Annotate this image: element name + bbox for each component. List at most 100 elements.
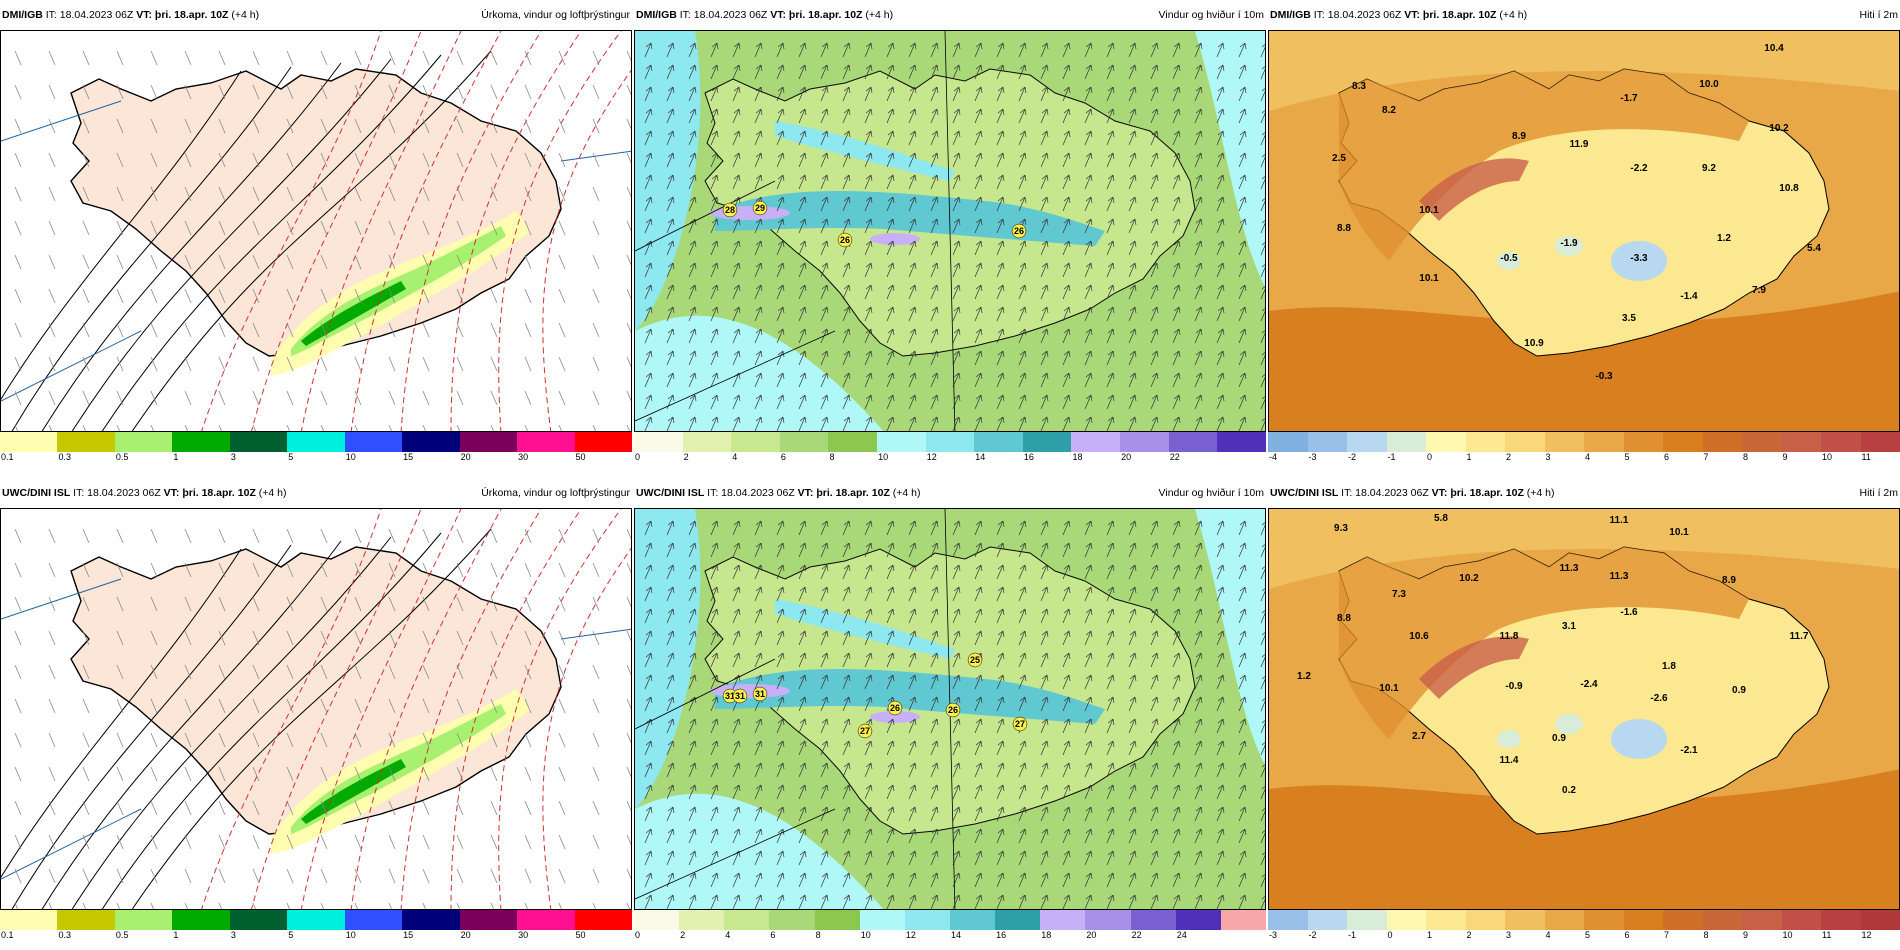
colorbar-swatch (949, 910, 996, 930)
wind-arrow (798, 108, 807, 124)
wind-barb (48, 254, 56, 270)
wind-arrow (1260, 676, 1265, 690)
wind-arrow (1238, 894, 1247, 909)
graticule (560, 628, 631, 640)
wind-arrow (1238, 152, 1247, 168)
wind-arrow (1238, 416, 1247, 431)
wind-arrow (1216, 784, 1225, 800)
wind-barb (184, 288, 192, 304)
wind-arrow (974, 284, 983, 300)
wind-arrow (1040, 262, 1049, 278)
wind-arrow (1040, 416, 1049, 431)
wind-arrow (974, 718, 983, 734)
wind-arrow (776, 740, 785, 756)
colorbar-swatch (574, 910, 632, 930)
wind-barb (48, 118, 56, 134)
temperature-value: 11.3 (1610, 571, 1629, 582)
wind-arrow (864, 564, 873, 580)
graticule (560, 150, 631, 162)
wind-arrow (1238, 652, 1247, 668)
wind-barb (286, 834, 294, 850)
wind-barb (558, 84, 566, 100)
wind-arrow (1150, 608, 1159, 624)
wind-barb (48, 84, 56, 100)
wind-arrow (1018, 696, 1027, 712)
wind-barb (320, 800, 328, 816)
wind-barb (184, 868, 192, 884)
colorbar-swatch (344, 910, 403, 930)
wind-barb (490, 630, 498, 646)
wind-arrow (798, 350, 807, 366)
wind-arrow (1172, 64, 1181, 80)
wind-barb (422, 118, 430, 134)
wind-barb (252, 868, 260, 884)
wind-arrow (1128, 196, 1137, 212)
wind-arrow (1216, 196, 1225, 212)
wind-arrow (1040, 608, 1049, 624)
wind-arrow (1062, 328, 1071, 344)
temperature-value: 10.1 (1419, 205, 1439, 216)
wind-barb (82, 630, 90, 646)
wind-arrow (1216, 630, 1225, 646)
colorbar-swatch (1307, 432, 1347, 452)
wind-arrow (776, 328, 785, 344)
wind-barb (320, 288, 328, 304)
colorbar-tick-label: 14 (951, 930, 962, 940)
wind-barb (82, 766, 90, 782)
wind-barb (116, 766, 124, 782)
wind-barb (320, 732, 328, 748)
wind-arrow (644, 350, 653, 366)
temperature-value: 7.9 (1752, 285, 1766, 296)
wind-arrow (1260, 88, 1265, 102)
wind-arrow (842, 86, 851, 102)
wind-barb (218, 698, 226, 714)
wind-arrow (1172, 262, 1181, 278)
wind-arrow (644, 86, 653, 102)
colorbar-tick-label: 3 (230, 930, 236, 940)
wind-arrow (1172, 542, 1181, 558)
wind-arrow (864, 284, 873, 300)
wind-arrow (732, 416, 741, 431)
wind-arrow (996, 740, 1005, 756)
wind-barb (320, 664, 328, 680)
wind-barb (14, 664, 22, 680)
colorbar-tick-label: 0 (635, 930, 641, 940)
wind-arrow (930, 174, 939, 190)
wind-arrow (1216, 42, 1225, 58)
temperature-value: -2.2 (1630, 163, 1648, 174)
wind-arrow (996, 86, 1005, 102)
wind-barb (218, 356, 226, 372)
wind-arrow (798, 240, 807, 256)
glacier-cold (1555, 714, 1583, 734)
wind-arrow (1040, 86, 1049, 102)
wind-barb (558, 800, 566, 816)
wind-arrow (644, 542, 653, 558)
wind-arrow (1150, 674, 1159, 690)
wind-arrow (644, 762, 653, 778)
wind-barb (354, 186, 362, 202)
wind-arrow (1106, 416, 1115, 431)
wind-arrow (930, 416, 939, 431)
wind-arrow (1040, 696, 1049, 712)
wind-arrow (732, 108, 741, 124)
wind-arrow (930, 350, 939, 366)
wind-arrow (688, 416, 697, 431)
wind-arrow (1238, 240, 1247, 256)
wind-arrow (952, 306, 961, 322)
wind-arrow (732, 350, 741, 366)
glacier-cold (1497, 252, 1521, 270)
gust-max (870, 711, 920, 723)
wind-arrow (776, 86, 785, 102)
wind-barb (524, 356, 532, 372)
wind-arrow (732, 894, 741, 909)
wind-barb (422, 152, 430, 168)
wind-arrow (996, 174, 1005, 190)
wind-arrow (1084, 718, 1093, 734)
wind-arrow (688, 828, 697, 844)
wind-arrow (1150, 542, 1159, 558)
wind-arrow (1040, 130, 1049, 146)
wind-arrow (1194, 564, 1203, 580)
wind-arrow (842, 784, 851, 800)
wind-arrow (1128, 674, 1137, 690)
